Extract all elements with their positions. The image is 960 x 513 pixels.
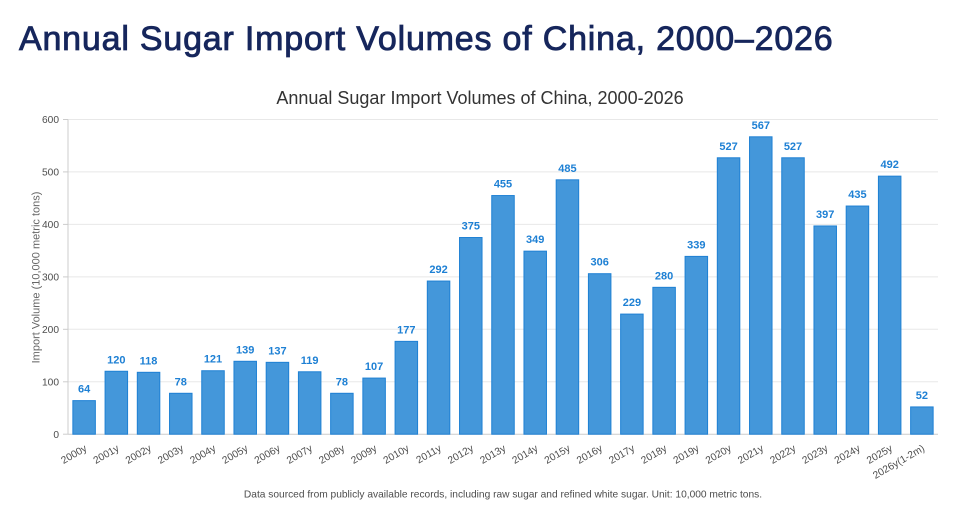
svg-text:349: 349 (526, 234, 544, 246)
svg-text:Data sourced from publicly ava: Data sourced from publicly available rec… (244, 490, 762, 501)
svg-text:527: 527 (784, 141, 802, 153)
svg-text:2023y: 2023y (801, 443, 831, 467)
svg-text:229: 229 (623, 297, 641, 309)
svg-text:600: 600 (42, 115, 59, 126)
svg-text:300: 300 (42, 273, 59, 284)
svg-text:397: 397 (816, 209, 834, 221)
svg-text:137: 137 (268, 345, 286, 357)
svg-text:375: 375 (462, 221, 480, 233)
svg-text:2015y: 2015y (543, 443, 573, 467)
svg-text:Annual Sugar Import Volumes of: Annual Sugar Import Volumes of China, 20… (276, 88, 683, 108)
svg-text:0: 0 (53, 430, 59, 441)
svg-text:485: 485 (558, 163, 576, 175)
svg-text:Import Volume (10,000 metric t: Import Volume (10,000 metric tons) (31, 192, 43, 364)
svg-text:78: 78 (175, 376, 187, 388)
svg-text:52: 52 (916, 390, 928, 402)
svg-text:2014y: 2014y (511, 443, 541, 467)
svg-text:2016y: 2016y (575, 443, 605, 467)
svg-text:200: 200 (42, 325, 59, 336)
svg-text:2012y: 2012y (446, 443, 476, 467)
svg-text:400: 400 (42, 220, 59, 231)
svg-text:2000y: 2000y (60, 443, 90, 467)
svg-text:339: 339 (687, 239, 705, 251)
svg-text:567: 567 (752, 120, 770, 132)
svg-text:2004y: 2004y (188, 443, 218, 467)
svg-text:Annual Sugar Import Volumes of: Annual Sugar Import Volumes of China, 20… (19, 20, 833, 58)
svg-text:306: 306 (590, 257, 608, 269)
svg-text:100: 100 (42, 377, 59, 388)
svg-text:2022y: 2022y (768, 443, 798, 467)
svg-text:120: 120 (107, 354, 125, 366)
svg-text:292: 292 (429, 264, 447, 276)
svg-text:2003y: 2003y (156, 443, 186, 467)
svg-text:492: 492 (880, 159, 898, 171)
svg-text:78: 78 (336, 376, 348, 388)
svg-text:2007y: 2007y (285, 443, 315, 467)
svg-text:527: 527 (719, 141, 737, 153)
svg-text:2017y: 2017y (607, 443, 637, 467)
svg-text:121: 121 (204, 354, 222, 366)
svg-text:2010y: 2010y (382, 443, 412, 467)
svg-text:280: 280 (655, 270, 673, 282)
svg-text:2019y: 2019y (672, 443, 702, 467)
svg-text:2008y: 2008y (317, 443, 347, 467)
svg-text:455: 455 (494, 179, 512, 191)
svg-text:177: 177 (397, 324, 415, 336)
svg-text:139: 139 (236, 344, 254, 356)
svg-text:500: 500 (42, 168, 59, 179)
svg-text:119: 119 (301, 355, 319, 367)
svg-text:2013y: 2013y (478, 443, 508, 467)
svg-text:2009y: 2009y (350, 443, 380, 467)
svg-text:2001y: 2001y (92, 443, 122, 467)
svg-text:2020y: 2020y (704, 443, 734, 467)
svg-text:2021y: 2021y (736, 443, 766, 467)
svg-text:118: 118 (140, 355, 158, 367)
svg-text:2005y: 2005y (221, 443, 251, 467)
svg-text:2024y: 2024y (833, 443, 863, 467)
svg-text:435: 435 (848, 189, 866, 201)
svg-text:2011y: 2011y (415, 443, 445, 466)
svg-text:2002y: 2002y (124, 443, 154, 467)
svg-text:107: 107 (365, 361, 383, 373)
svg-text:2006y: 2006y (253, 443, 283, 467)
svg-text:64: 64 (78, 384, 91, 396)
svg-text:2018y: 2018y (640, 443, 670, 467)
